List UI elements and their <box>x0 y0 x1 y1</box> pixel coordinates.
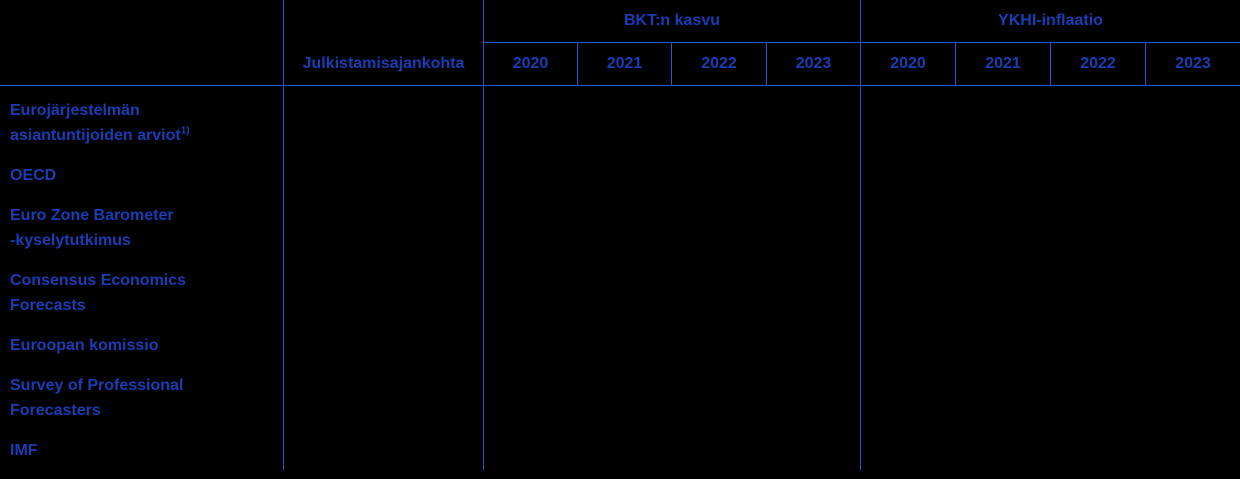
row-label-line: -kyselytutkimus <box>10 232 131 249</box>
year-column-header: 2021 <box>606 55 643 72</box>
row-label-line: Survey of Professional <box>10 377 184 394</box>
row-label-line: Euro Zone Barometer <box>10 207 174 224</box>
column-divider-labels <box>283 0 284 470</box>
table-row-label: Survey of Professional Forecasters <box>10 373 276 423</box>
forecaster-row-labels: Eurojärjestelmän asiantuntijoiden arviot1… <box>10 85 276 478</box>
table-row-label: OECD <box>10 163 276 188</box>
year-column-header: 2022 <box>701 55 737 72</box>
gdp-growth-group-header: BKT:n kasvu <box>623 12 721 29</box>
header-row-underline <box>0 85 1240 86</box>
row-label-line: Forecasters <box>10 402 101 419</box>
row-label-line: IMF <box>10 442 38 459</box>
row-label-line: Consensus Economics <box>10 272 187 289</box>
year-column-header: 2022 <box>1080 55 1116 72</box>
group-header-underline <box>483 42 1240 43</box>
year-column-divider <box>1050 42 1051 85</box>
column-divider-publication <box>483 0 484 470</box>
year-column-divider <box>766 42 767 85</box>
row-label-line: Eurojärjestelmän <box>10 102 140 119</box>
column-divider-groups <box>860 0 861 470</box>
table-row-label: Eurojärjestelmän asiantuntijoiden arviot1… <box>10 98 276 148</box>
row-label-line: OECD <box>10 167 57 184</box>
year-column-header: 2021 <box>985 55 1021 72</box>
table-row-label: Consensus Economics Forecasts <box>10 268 276 318</box>
year-column-divider <box>1145 42 1146 85</box>
row-label-line: Forecasts <box>10 297 86 314</box>
year-column-divider <box>955 42 956 85</box>
year-column-divider <box>671 42 672 85</box>
year-column-header: 2023 <box>1175 55 1211 72</box>
table-row-label: IMF <box>10 438 276 463</box>
hicp-inflation-group-header: YKHI-inflaatio <box>998 12 1103 29</box>
footnote-marker: 1) <box>180 125 190 137</box>
publication-date-column-header: Julkistamisajankohta <box>302 55 465 72</box>
table-row-label: Euroopan komissio <box>10 333 276 358</box>
year-column-divider <box>577 42 578 85</box>
table-row-label: Euro Zone Barometer -kyselytutkimus <box>10 203 276 253</box>
row-label-line: asiantuntijoiden arviot1) <box>10 125 190 144</box>
year-column-header: 2020 <box>512 55 549 72</box>
row-label-line: Euroopan komissio <box>10 337 159 354</box>
year-column-header: 2023 <box>795 55 832 72</box>
year-column-header: 2020 <box>890 55 926 72</box>
